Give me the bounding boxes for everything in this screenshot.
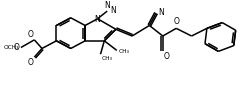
Text: N: N [110,6,115,15]
Text: O: O [172,17,178,26]
Text: CH₃: CH₃ [101,56,112,61]
Text: OCH₃: OCH₃ [3,45,19,50]
Text: O: O [28,30,33,39]
Text: O: O [28,58,33,67]
Text: O: O [163,52,169,61]
Text: N: N [94,15,99,24]
Text: N: N [104,1,110,10]
Text: CH₃: CH₃ [118,49,129,54]
Text: N: N [157,8,163,17]
Text: O: O [14,43,20,52]
